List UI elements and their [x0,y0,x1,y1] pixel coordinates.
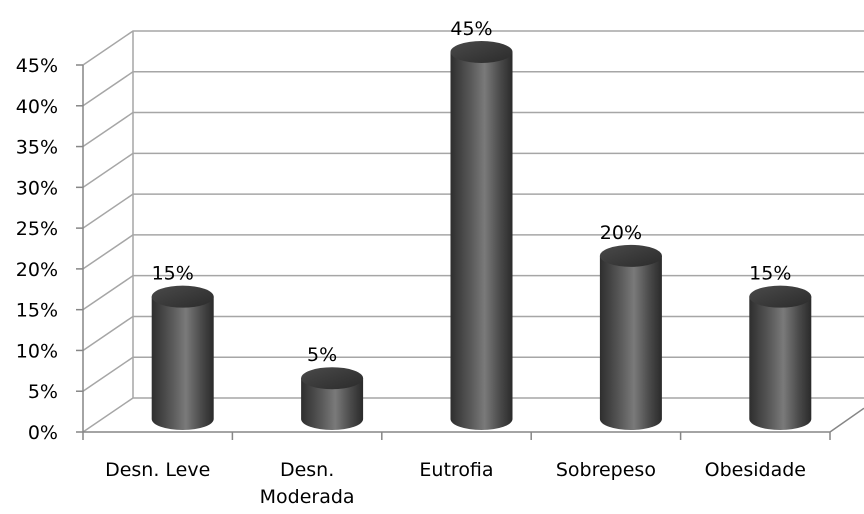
bar-cap [450,41,513,63]
bar [749,285,812,431]
bar [301,367,364,431]
y-tick-label: 20% [16,259,58,281]
bar-body [301,378,364,431]
data-label: 20% [600,222,642,244]
y-tick-label: 35% [16,137,58,159]
y-tick-label: 10% [16,340,58,362]
x-category-label: Desn. [280,459,334,481]
data-label: 45% [450,18,492,40]
bar [599,244,662,431]
x-category-label: Moderada [260,486,355,508]
bar-cap [599,244,662,267]
x-category-label: Obesidade [705,459,806,481]
y-tick-label: 0% [28,422,58,444]
x-category-label: Desn. Leve [105,459,210,481]
y-tick-label: 40% [16,96,58,118]
data-label: 15% [749,263,791,285]
bar-body [749,296,812,431]
bar [151,285,214,431]
bar-body [599,255,662,431]
bar [450,41,513,430]
bar-cap [151,285,214,308]
bar-cap [301,367,364,390]
x-category-label: Sobrepeso [556,459,656,481]
y-tick-label: 25% [16,218,58,240]
data-label: 15% [152,263,194,285]
y-tick-label: 15% [16,300,58,322]
bar-body [151,296,214,431]
y-tick-label: 45% [16,55,58,77]
bar-body [450,52,513,430]
bar-cap [749,285,812,308]
y-tick-label: 5% [28,381,58,403]
data-label: 5% [307,344,337,366]
y-tick-label: 30% [16,177,58,199]
x-category-label: Eutrofia [419,459,493,481]
